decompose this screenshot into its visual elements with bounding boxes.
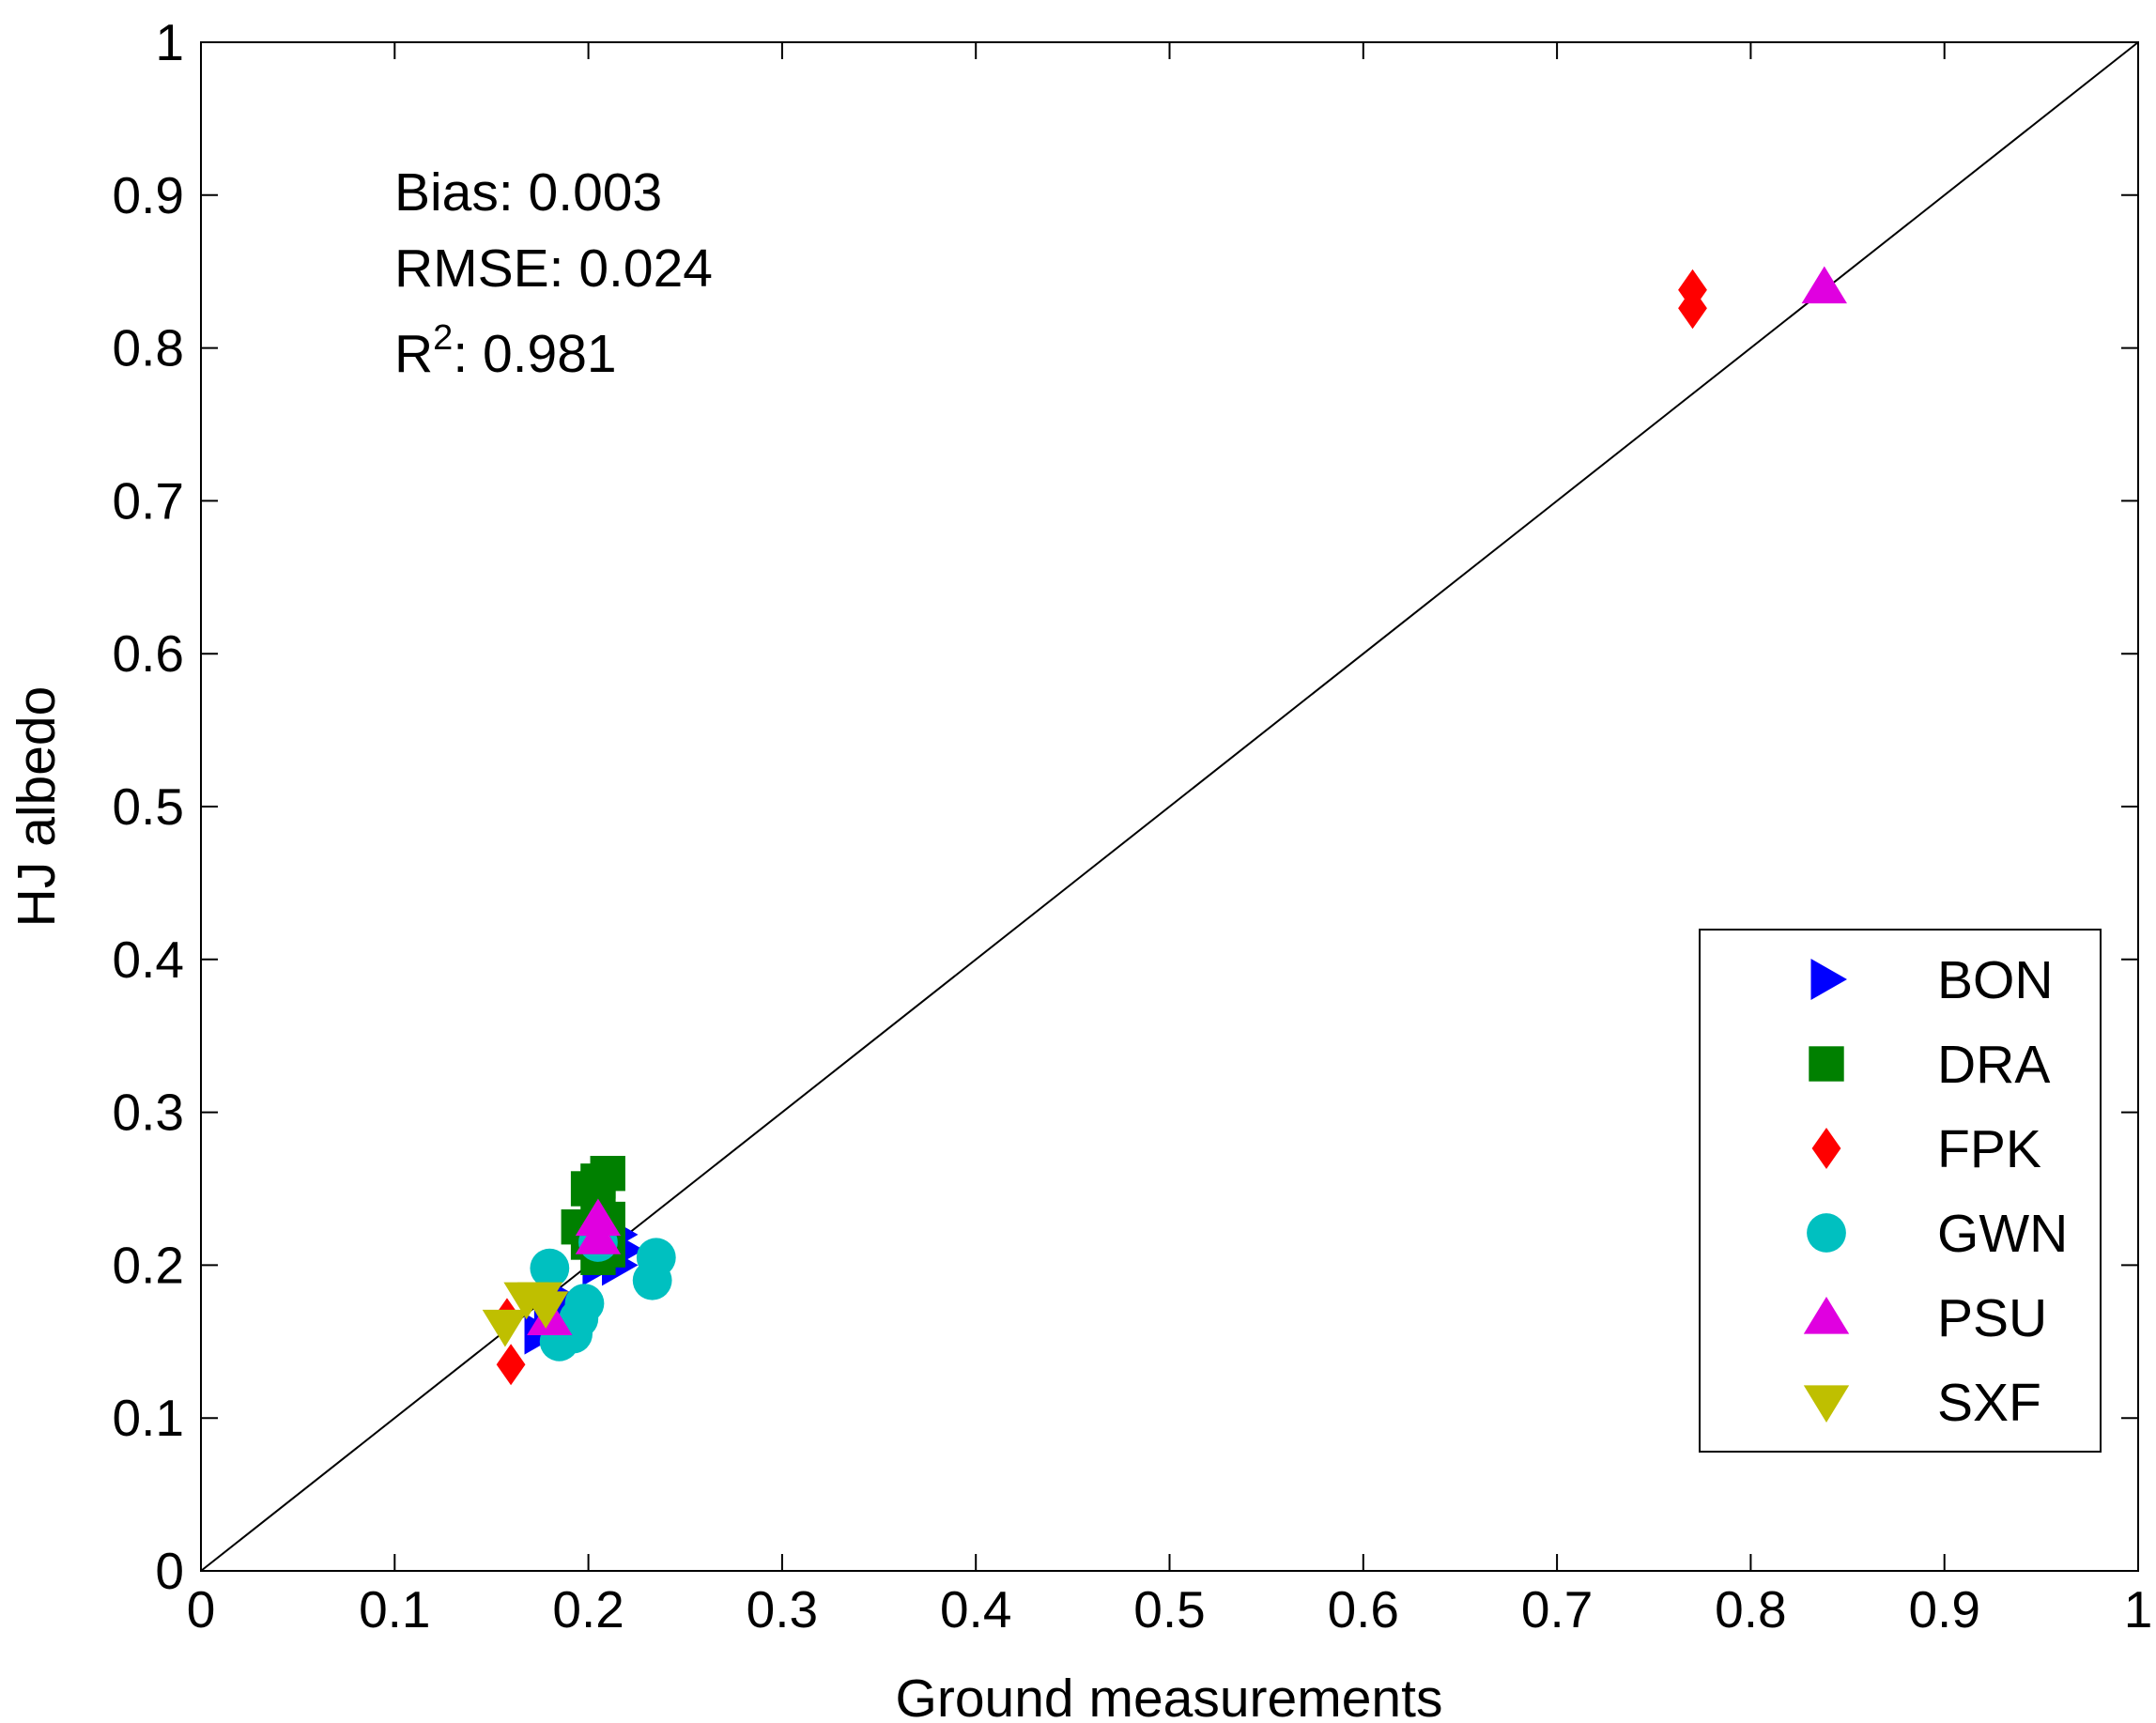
axis-tick-labels: 0 0.1 0.2 0.3 0.4 0.5 0.6 0.7 0.8 0.9 1 0 0.1 0.2 0.3 0… (113, 13, 2153, 1638)
legend-marker-dra (1809, 1046, 1844, 1082)
x-axis-label: Ground measurements (896, 1669, 1443, 1723)
fpk-marker (496, 1344, 526, 1386)
legend-marker-gwn (1807, 1213, 1846, 1253)
r2-value: : 0.981 (453, 324, 616, 384)
stats-annotation: Bias: 0.003 RMSE: 0.024 R2: 0.981 (394, 162, 713, 384)
fpk-marker (1678, 287, 1707, 330)
legend-items: BON DRA FPK GWN PSU SXF (1803, 950, 2068, 1433)
x-tick-label: 0.2 (552, 1580, 624, 1638)
y-tick-label: 1 (155, 13, 184, 71)
x-tick-label: 0.9 (1908, 1580, 1979, 1638)
y-tick-label: 0.8 (113, 319, 184, 377)
x-tick-label: 1 (2124, 1580, 2153, 1638)
legend-marker-sxf (1803, 1385, 1850, 1423)
x-tick-label: 0 (187, 1580, 216, 1638)
y-tick-label: 0.2 (113, 1236, 184, 1294)
legend-marker-bon (1810, 959, 1847, 1000)
y-tick-label: 0.9 (113, 166, 184, 224)
legend-label-dra: DRA (1937, 1035, 2050, 1095)
sxf-marker (482, 1309, 529, 1347)
x-tick-label: 0.4 (940, 1580, 1011, 1638)
y-tick-label: 0.6 (113, 624, 184, 683)
axis-ticks (200, 41, 2139, 1572)
gwn-marker (636, 1238, 676, 1278)
legend-label-fpk: FPK (1937, 1119, 2041, 1179)
y-tick-label: 0.3 (113, 1084, 184, 1142)
legend-label-psu: PSU (1937, 1288, 2047, 1348)
legend-box (1699, 929, 2102, 1453)
psu-marker (575, 1217, 622, 1254)
y-tick-label: 0 (155, 1542, 184, 1600)
gwn-marker (559, 1299, 599, 1339)
x-tick-label: 0.3 (747, 1580, 818, 1638)
bias-text: Bias: 0.003 (394, 162, 662, 223)
y-tick-label: 0.7 (113, 471, 184, 530)
legend-marker-fpk (1811, 1128, 1841, 1169)
x-tick-label: 0.8 (1715, 1580, 1786, 1638)
x-tick-label: 0.6 (1328, 1580, 1399, 1638)
r2-superscript: 2 (433, 318, 453, 358)
r2-prefix: R (394, 324, 433, 384)
data-markers (482, 266, 1847, 1386)
x-tick-label: 0.7 (1521, 1580, 1593, 1638)
legend-label-bon: BON (1937, 950, 2054, 1010)
legend-label-gwn: GWN (1937, 1204, 2068, 1264)
legend-marker-psu (1803, 1297, 1850, 1334)
x-tick-label: 0.5 (1133, 1580, 1205, 1638)
y-tick-label: 0.4 (113, 931, 184, 989)
rmse-text: RMSE: 0.024 (394, 238, 713, 299)
r2-text: R2: 0.981 (394, 318, 617, 384)
y-axis-label: HJ albedo (7, 686, 67, 928)
legend-label-sxf: SXF (1937, 1373, 2041, 1433)
gwn-marker (530, 1248, 570, 1288)
legend: BON DRA FPK GWN PSU SXF (1699, 929, 2102, 1453)
y-tick-label: 0.1 (113, 1389, 184, 1447)
y-tick-label: 0.5 (113, 777, 184, 836)
sxf-marker (516, 1282, 563, 1320)
x-tick-label: 0.1 (359, 1580, 430, 1638)
psu-marker (1801, 266, 1847, 304)
